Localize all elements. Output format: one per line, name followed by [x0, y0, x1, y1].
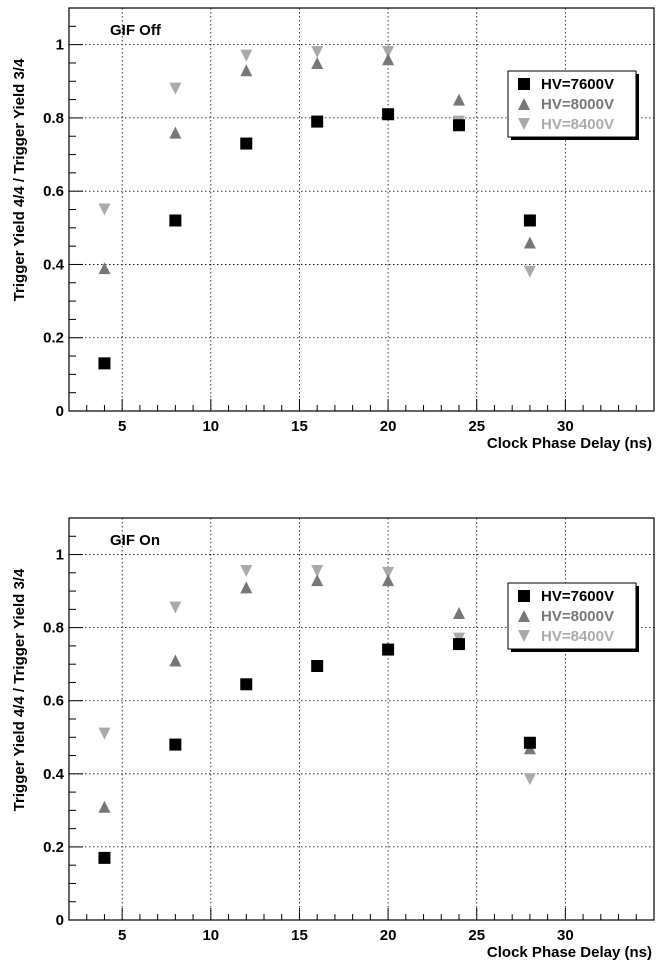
y-tick-label: 0.4 — [43, 766, 65, 783]
y-tick-label: 0.2 — [43, 839, 64, 856]
series-2 — [98, 53, 536, 275]
data-point-triangle-down — [311, 45, 324, 58]
data-point-triangle-down — [98, 203, 111, 216]
legend-marker — [518, 630, 530, 642]
y-tick-label: 0.6 — [43, 693, 64, 710]
data-point-square — [311, 660, 324, 673]
legend-label: HV=8000V — [541, 96, 614, 113]
y-tick-label: 0 — [56, 912, 64, 929]
x-tick-label: 15 — [291, 418, 308, 435]
data-point-triangle-down — [311, 564, 324, 577]
y-tick-label: 1 — [56, 37, 64, 54]
legend-label: HV=7600V — [541, 76, 614, 93]
data-point-triangle-down — [382, 566, 395, 579]
legend-box — [507, 70, 637, 138]
legend-marker — [518, 98, 530, 110]
data-point-square — [453, 638, 465, 651]
data-point-triangle-down — [523, 773, 536, 786]
series-3 — [98, 564, 536, 786]
data-point-triangle-down — [169, 601, 182, 614]
data-point-square — [382, 108, 395, 121]
data-point-square — [98, 851, 111, 864]
x-tick-label: 5 — [118, 418, 126, 435]
data-point-triangle-up — [523, 236, 536, 249]
data-point-square — [311, 115, 324, 128]
data-point-square — [169, 214, 182, 227]
x-tick-label: 30 — [557, 418, 574, 435]
data-point-square — [169, 738, 182, 751]
y-tick-label: 0.8 — [43, 620, 64, 637]
legend-marker — [518, 118, 530, 130]
data-point-square — [98, 357, 111, 370]
plot-frame — [68, 517, 655, 921]
chart-panel-1: 5 10 15 20 25 30 0 0.2 0.4 0.6 0.8 1 Clock Phase Del… — [11, 7, 655, 452]
series-1 — [98, 638, 536, 864]
x-tick-label: 10 — [202, 927, 219, 944]
data-point-triangle-up — [169, 126, 182, 139]
legend-label: HV=7600V — [541, 588, 614, 605]
y-tick-label: 0 — [56, 403, 64, 420]
y-tick-label: 0.4 — [43, 256, 65, 273]
legend-label: HV=8400V — [541, 628, 614, 645]
series-3 — [98, 45, 536, 278]
data-point-triangle-up — [240, 581, 253, 594]
legend: HV=7600V HV=8000V HV=8400V — [507, 582, 639, 652]
y-tick-label: 0.6 — [43, 183, 64, 200]
x-tick-label: 20 — [380, 927, 397, 944]
panel-title: GIF On — [110, 532, 160, 549]
data-point-triangle-down — [169, 82, 182, 95]
data-point-square — [453, 119, 465, 132]
data-point-triangle-up — [453, 93, 465, 106]
series-2 — [98, 574, 536, 813]
x-tick-label: 10 — [202, 418, 219, 435]
legend: HV=7600V HV=8000V HV=8400V — [507, 70, 639, 140]
data-point-triangle-up — [98, 800, 111, 813]
x-tick-label: 15 — [291, 927, 308, 944]
data-point-square — [240, 678, 253, 691]
x-tick-label: 30 — [557, 927, 574, 944]
x-axis-title: Clock Phase Delay (ns) — [487, 944, 652, 961]
y-tick-label: 1 — [56, 547, 64, 564]
legend-marker — [518, 590, 530, 602]
plot-frame — [68, 7, 655, 412]
data-point-triangle-up — [98, 262, 111, 275]
data-point-triangle-up — [240, 64, 253, 77]
data-point-triangle-up — [169, 654, 182, 667]
legend-marker — [518, 610, 530, 622]
x-tick-label: 25 — [468, 927, 485, 944]
x-tick-label: 25 — [468, 418, 485, 435]
data-point-triangle-up — [311, 56, 324, 69]
chart-panel-2: 5 10 15 20 25 30 0 0.2 0.4 0.6 0.8 1 Clock Phase Del… — [11, 517, 655, 961]
data-point-square — [382, 643, 395, 656]
data-point-triangle-down — [382, 45, 395, 58]
data-point-square — [240, 137, 253, 150]
x-axis-title: Clock Phase Delay (ns) — [487, 435, 652, 452]
data-point-triangle-down — [240, 49, 253, 62]
panel-title: GIF Off — [110, 22, 162, 39]
series-1 — [98, 108, 536, 370]
data-point-triangle-down — [523, 265, 536, 278]
legend-label: HV=8000V — [541, 608, 614, 625]
legend-label: HV=8400V — [541, 116, 614, 133]
x-tick-label: 20 — [380, 418, 397, 435]
legend-marker — [518, 78, 530, 90]
x-tick-label: 5 — [118, 927, 126, 944]
data-point-triangle-down — [98, 727, 111, 740]
data-point-square — [523, 214, 536, 227]
data-point-triangle-up — [453, 607, 465, 620]
data-point-triangle-down — [240, 564, 253, 577]
data-point-square — [523, 736, 536, 749]
data-point-triangle-up — [382, 53, 395, 66]
data-point-triangle-up — [382, 574, 395, 587]
data-point-triangle-up — [311, 574, 324, 587]
y-axis-title: Trigger Yield 4/4 / Trigger Yield 3/4 — [11, 568, 28, 811]
y-tick-label: 0.2 — [43, 330, 64, 347]
y-tick-label: 0.8 — [43, 110, 64, 127]
y-axis-title: Trigger Yield 4/4 / Trigger Yield 3/4 — [11, 58, 28, 301]
